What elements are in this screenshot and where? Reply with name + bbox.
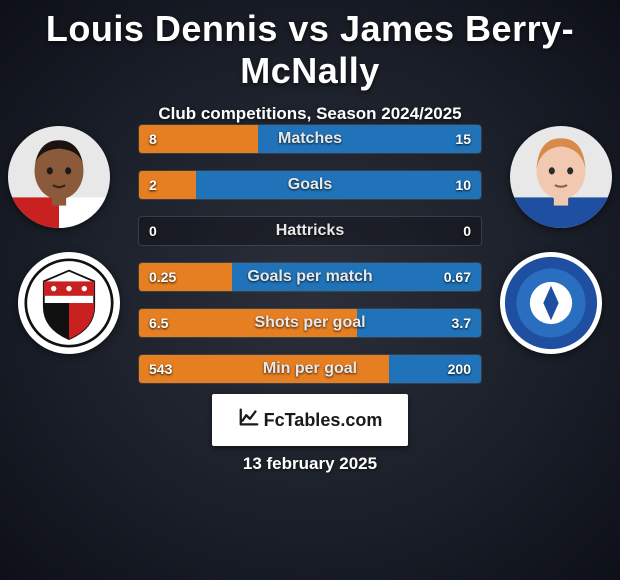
date-text: 13 february 2025 (0, 454, 620, 474)
stat-bar-left (139, 171, 196, 199)
player1-club-badge (18, 252, 120, 354)
subtitle: Club competitions, Season 2024/2025 (0, 104, 620, 124)
stat-label: Hattricks (139, 222, 481, 240)
stat-row: Shots per goal6.53.7 (138, 308, 482, 338)
player1-avatar (8, 126, 110, 228)
stat-bar-left (139, 263, 232, 291)
stat-bar-right (357, 309, 481, 337)
stats-container: Matches815 Goals210 Hattricks0 0 Goals per m… (138, 124, 482, 400)
player2-club-badge (500, 252, 602, 354)
stat-bar-left (139, 309, 357, 337)
page-title: Louis Dennis vs James Berry-McNally (0, 0, 620, 92)
stat-bar-right (258, 125, 481, 153)
stat-bar-right (196, 171, 481, 199)
brand-box: FcTables.com (212, 394, 408, 446)
brand-icon (238, 406, 260, 434)
stat-bar-left (139, 125, 258, 153)
stat-row: Goals210 (138, 170, 482, 200)
brand-text: FcTables.com (264, 410, 383, 431)
stat-row: Matches815 (138, 124, 482, 154)
stat-row: Min per goal543200 (138, 354, 482, 384)
stat-value-right: 0 (463, 223, 471, 239)
player2-avatar (510, 126, 612, 228)
stat-bar-left (139, 355, 389, 383)
stat-bar-right (232, 263, 481, 291)
stat-bar-right (389, 355, 481, 383)
stat-row: Goals per match0.250.67 (138, 262, 482, 292)
stat-value-left: 0 (149, 223, 157, 239)
stat-row: Hattricks0 0 (138, 216, 482, 246)
